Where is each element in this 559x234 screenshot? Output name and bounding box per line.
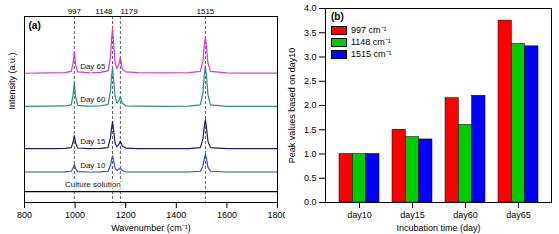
- svg-text:day10: day10: [347, 210, 372, 220]
- svg-text:Peak values based on day10: Peak values based on day10: [287, 48, 297, 164]
- svg-text:Day 15: Day 15: [80, 137, 106, 146]
- svg-text:day15: day15: [400, 210, 425, 220]
- svg-text:800: 800: [17, 210, 32, 220]
- svg-text:1.5: 1.5: [304, 125, 317, 135]
- svg-text:997: 997: [68, 7, 82, 16]
- svg-text:Day 10: Day 10: [80, 161, 106, 170]
- html-text:1515 cm⁻¹: 1515 cm⁻¹: [351, 49, 392, 59]
- svg-text:(a): (a): [29, 20, 41, 31]
- svg-text:Culture solution: Culture solution: [65, 180, 121, 189]
- svg-text:2.0: 2.0: [304, 100, 317, 110]
- svg-text:Intensity (a.u.): Intensity (a.u.): [7, 52, 17, 109]
- html-text:1148 cm⁻¹: 1148 cm⁻¹: [351, 37, 391, 47]
- svg-text:4.0: 4.0: [304, 3, 317, 13]
- svg-text:Wavenumber (cm⁻¹): Wavenumber (cm⁻¹): [111, 223, 191, 233]
- svg-text:1.0: 1.0: [304, 149, 317, 159]
- svg-text:1515: 1515: [196, 7, 214, 16]
- svg-text:day65: day65: [506, 210, 531, 220]
- svg-text:Incubation time (day): Incubation time (day): [396, 223, 480, 233]
- svg-text:0.0: 0.0: [304, 197, 317, 207]
- svg-text:Day 65: Day 65: [80, 62, 106, 71]
- svg-text:0.5: 0.5: [304, 173, 317, 183]
- svg-text:1179: 1179: [120, 7, 138, 16]
- svg-text:Day 60: Day 60: [80, 95, 106, 104]
- svg-text:day60: day60: [453, 210, 478, 220]
- svg-text:2.5: 2.5: [304, 76, 317, 86]
- html-text:997 cm⁻¹: 997 cm⁻¹: [351, 25, 387, 35]
- svg-text:1400: 1400: [166, 210, 186, 220]
- svg-text:1200: 1200: [116, 210, 136, 220]
- svg-text:1000: 1000: [65, 210, 85, 220]
- svg-text:1600: 1600: [217, 210, 237, 220]
- svg-text:1800: 1800: [267, 209, 288, 220]
- svg-text:1148: 1148: [95, 7, 113, 16]
- html-text:(b): (b): [331, 11, 344, 22]
- svg-text:3.5: 3.5: [304, 28, 317, 38]
- svg-text:3.0: 3.0: [304, 52, 317, 62]
